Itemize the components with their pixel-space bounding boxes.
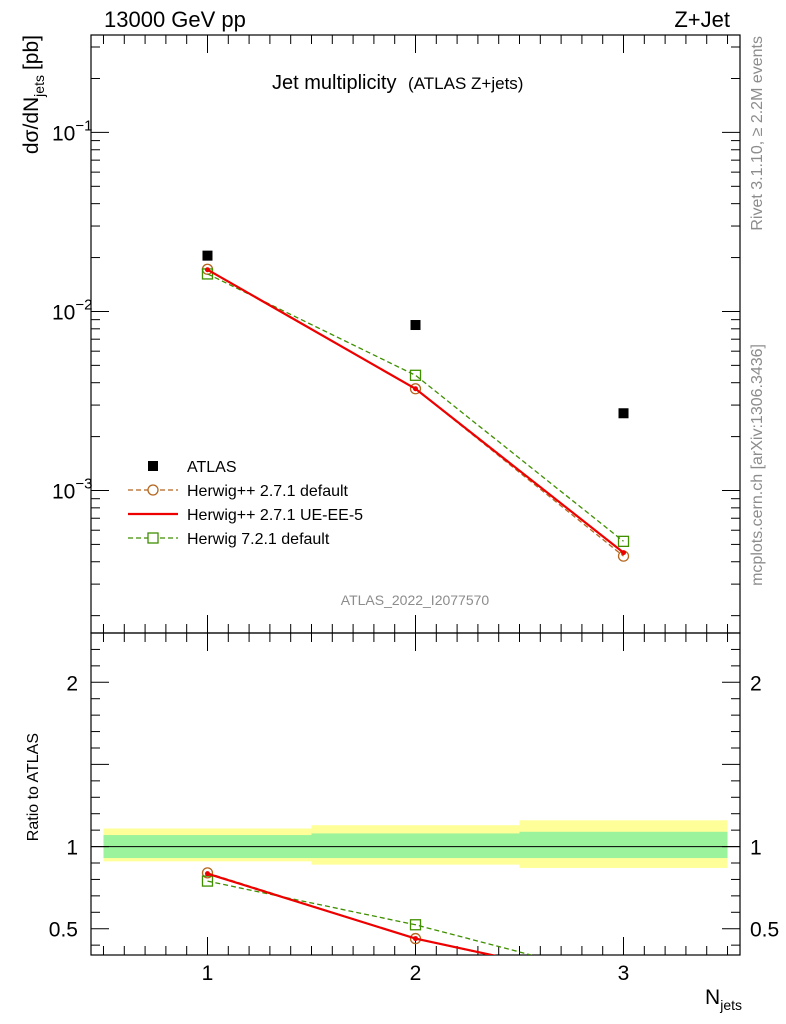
chart-title: Jet multiplicity (ATLAS Z+jets) (272, 72, 523, 94)
main-series-4-point-1 (202, 250, 213, 261)
chart-title-main: Jet multiplicity (272, 72, 396, 94)
ratio-series-1-point-1 (201, 867, 214, 879)
x-axis-label: Njets (705, 986, 742, 1013)
main-series-2-line (207, 273, 624, 542)
main-y-tick-label-1: 10−3 (52, 476, 92, 504)
main-y-tick-exponent: −3 (75, 476, 92, 493)
source-label: mcplots.cern.ch [arXiv:1306.3436] (749, 344, 766, 586)
rivet-version-label: Rivet 3.1.10, ≥ 2.2M events (749, 36, 766, 231)
ratio-y-tick-label-right-3: 2 (750, 672, 762, 695)
legend-label-2: Herwig++ 2.7.1 default (187, 483, 349, 500)
main-y-tick-exponent: −1 (75, 117, 92, 134)
main-y-tick-label-3: 10−1 (52, 117, 92, 145)
main-series-1-point-2 (409, 383, 422, 395)
main-y-tick-exponent: −2 (75, 296, 92, 313)
process-label: Z+Jet (674, 7, 730, 32)
x-tick-label-3: 3 (618, 962, 630, 985)
main-y-tick-base: 10 (52, 481, 75, 504)
x-axis-label-sub: jets (719, 997, 742, 1013)
legend-marker-2 (147, 484, 159, 496)
ratio-plot-frame (90, 632, 741, 956)
ratio-y-axis-label: Ratio to ATLAS (25, 733, 42, 841)
x-tick-label-2: 2 (410, 962, 422, 985)
ratio-y-tick-label-left-1: 0.5 (49, 919, 78, 942)
legend-marker-4 (147, 532, 159, 544)
main-series-3-point-1 (204, 267, 210, 273)
main-series-4-point-2 (410, 320, 421, 331)
ratio-series-2-line (207, 880, 534, 955)
main-series-3-point-3 (621, 550, 627, 556)
ratio-stat-band-3 (519, 831, 728, 859)
main-y-tick-base: 10 (52, 122, 75, 145)
main-y-axis-label-main: dσ/dN (20, 97, 43, 154)
main-series-3-point-2 (413, 386, 418, 392)
ratio-y-tick-label-right-2: 1 (750, 837, 762, 860)
main-series-2-point-2 (409, 369, 422, 381)
main-y-axis-label-unit: [pb] (20, 35, 43, 70)
legend-label-1: ATLAS (187, 459, 237, 476)
chart-subtitle: (ATLAS Z+jets) (408, 74, 523, 93)
x-tick-label-1: 1 (202, 962, 214, 985)
ratio-series-3-point-1 (204, 871, 210, 877)
legend-marker-1 (148, 461, 158, 471)
ratio-y-tick-label-left-2: 1 (66, 837, 78, 860)
legend-label-3: Herwig++ 2.7.1 UE-EE-5 (187, 507, 363, 524)
analysis-id-label: ATLAS_2022_I2077570 (341, 592, 490, 608)
legend: ATLAS Herwig++ 2.7.1 default Herwig++ 2.7.… (128, 459, 363, 548)
energy-label: 13000 GeV pp (104, 7, 246, 32)
ratio-y-tick-label-left-3: 2 (66, 672, 78, 695)
ratio-series-3-point-2 (413, 936, 418, 942)
main-series-1-line (207, 268, 624, 557)
main-y-axis-label: dσ/dNjets [pb] (20, 35, 47, 154)
main-series-2-point-3 (617, 535, 630, 547)
legend-label-4: Herwig 7.2.1 default (187, 531, 330, 548)
main-y-tick-base: 10 (52, 301, 75, 324)
main-y-axis-label-sub: jets (31, 75, 47, 98)
ratio-stat-band-2 (311, 833, 520, 859)
ratio-y-tick-label-right-1: 0.5 (750, 919, 779, 942)
main-series-4-point-3 (618, 408, 629, 419)
main-y-tick-label-2: 10−2 (52, 296, 92, 324)
ratio-series-2-point-2 (409, 919, 422, 931)
x-axis-label-main: N (705, 986, 720, 1009)
